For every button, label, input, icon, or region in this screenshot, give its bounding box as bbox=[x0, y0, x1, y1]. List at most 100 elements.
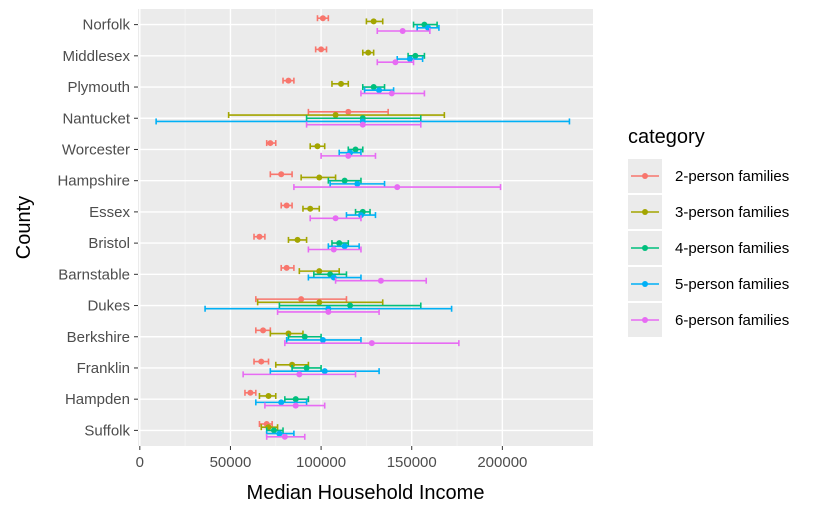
point-marker bbox=[281, 433, 288, 440]
legend-item: 2-person families bbox=[628, 159, 789, 193]
y-tick-label: Plymouth bbox=[67, 79, 130, 96]
x-tick-label: 200000 bbox=[477, 454, 527, 471]
point-marker bbox=[285, 330, 292, 337]
point-marker bbox=[394, 184, 401, 191]
point-marker bbox=[321, 368, 328, 375]
point-marker bbox=[376, 87, 383, 94]
data-point bbox=[298, 268, 341, 275]
x-tick-label: 50000 bbox=[210, 454, 252, 471]
y-tick-label: Hampshire bbox=[57, 173, 130, 190]
point-marker bbox=[298, 296, 305, 303]
data-point bbox=[314, 46, 328, 53]
data-point bbox=[287, 236, 308, 243]
point-marker bbox=[247, 389, 254, 396]
y-tick-label: Barnstable bbox=[58, 266, 130, 283]
data-point bbox=[227, 112, 446, 119]
legend-label: 5-person families bbox=[675, 276, 789, 293]
y-tick-label: Dukes bbox=[87, 298, 130, 315]
y-tick-label: Norfolk bbox=[82, 17, 130, 34]
y-tick-label: Franklin bbox=[77, 360, 130, 377]
point-marker bbox=[278, 171, 285, 178]
point-marker bbox=[336, 240, 343, 247]
point-marker bbox=[392, 59, 399, 66]
point-marker bbox=[377, 277, 384, 284]
point-marker bbox=[354, 180, 361, 187]
data-point bbox=[284, 340, 460, 347]
data-point bbox=[265, 140, 277, 147]
data-point bbox=[244, 389, 257, 396]
data-point bbox=[291, 364, 322, 371]
data-point bbox=[258, 392, 277, 399]
point-marker bbox=[347, 302, 354, 309]
point-marker bbox=[296, 371, 303, 378]
legend-key-marker bbox=[642, 317, 648, 323]
legend-title: category bbox=[628, 126, 705, 148]
data-point bbox=[242, 371, 357, 378]
legend-label: 2-person families bbox=[675, 168, 789, 185]
data-point bbox=[260, 424, 279, 431]
data-point bbox=[284, 396, 310, 403]
point-marker bbox=[292, 396, 299, 403]
point-marker bbox=[352, 146, 359, 153]
data-point bbox=[293, 184, 502, 191]
data-point bbox=[255, 296, 348, 303]
y-tick-label: Hampden bbox=[65, 391, 130, 408]
point-marker bbox=[332, 215, 339, 222]
data-point bbox=[338, 149, 362, 156]
data-point bbox=[361, 84, 386, 91]
point-marker bbox=[318, 46, 325, 53]
point-marker bbox=[368, 340, 375, 347]
point-marker bbox=[365, 49, 372, 56]
data-point bbox=[276, 308, 380, 315]
point-marker bbox=[267, 140, 274, 147]
point-marker bbox=[303, 364, 310, 371]
data-point bbox=[253, 358, 270, 365]
x-tick-label: 100000 bbox=[296, 454, 346, 471]
y-tick-label: Worcester bbox=[62, 141, 130, 158]
data-point bbox=[309, 215, 362, 222]
data-point bbox=[307, 108, 389, 115]
legend-key-marker bbox=[642, 173, 648, 179]
point-marker bbox=[285, 77, 292, 84]
legend-key-marker bbox=[642, 209, 648, 215]
data-marks bbox=[155, 15, 571, 440]
data-point bbox=[307, 274, 362, 281]
data-point bbox=[365, 18, 384, 25]
point-marker bbox=[345, 108, 352, 115]
data-point bbox=[282, 77, 295, 84]
legend-item: 5-person families bbox=[628, 267, 789, 301]
data-point bbox=[264, 402, 326, 409]
data-point bbox=[300, 174, 337, 181]
data-point bbox=[265, 430, 295, 437]
point-marker bbox=[314, 143, 321, 150]
point-marker bbox=[283, 264, 290, 271]
data-point bbox=[345, 212, 377, 219]
legend-item: 4-person families bbox=[628, 231, 789, 265]
data-point bbox=[331, 80, 350, 87]
data-point bbox=[361, 49, 375, 56]
data-point bbox=[327, 243, 360, 250]
point-marker bbox=[316, 299, 323, 306]
point-marker bbox=[357, 212, 364, 219]
data-point bbox=[274, 361, 310, 368]
data-point bbox=[331, 240, 350, 247]
data-point bbox=[334, 277, 428, 284]
y-tick-label: Berkshire bbox=[67, 329, 130, 346]
y-tick-label: Nantucket bbox=[62, 110, 130, 127]
point-marker bbox=[319, 15, 326, 22]
x-tick-label: 150000 bbox=[387, 454, 437, 471]
point-marker bbox=[359, 121, 366, 128]
data-point bbox=[278, 302, 422, 309]
major-gridlines bbox=[138, 9, 593, 446]
point-marker bbox=[316, 174, 323, 181]
data-point bbox=[265, 433, 306, 440]
legend-label: 6-person families bbox=[675, 312, 789, 329]
legend-item: 3-person families bbox=[628, 195, 789, 229]
point-marker bbox=[341, 177, 348, 184]
point-marker bbox=[412, 52, 419, 59]
point-marker bbox=[399, 28, 406, 35]
point-marker bbox=[292, 402, 299, 409]
data-point bbox=[360, 90, 426, 97]
data-point bbox=[307, 246, 362, 253]
